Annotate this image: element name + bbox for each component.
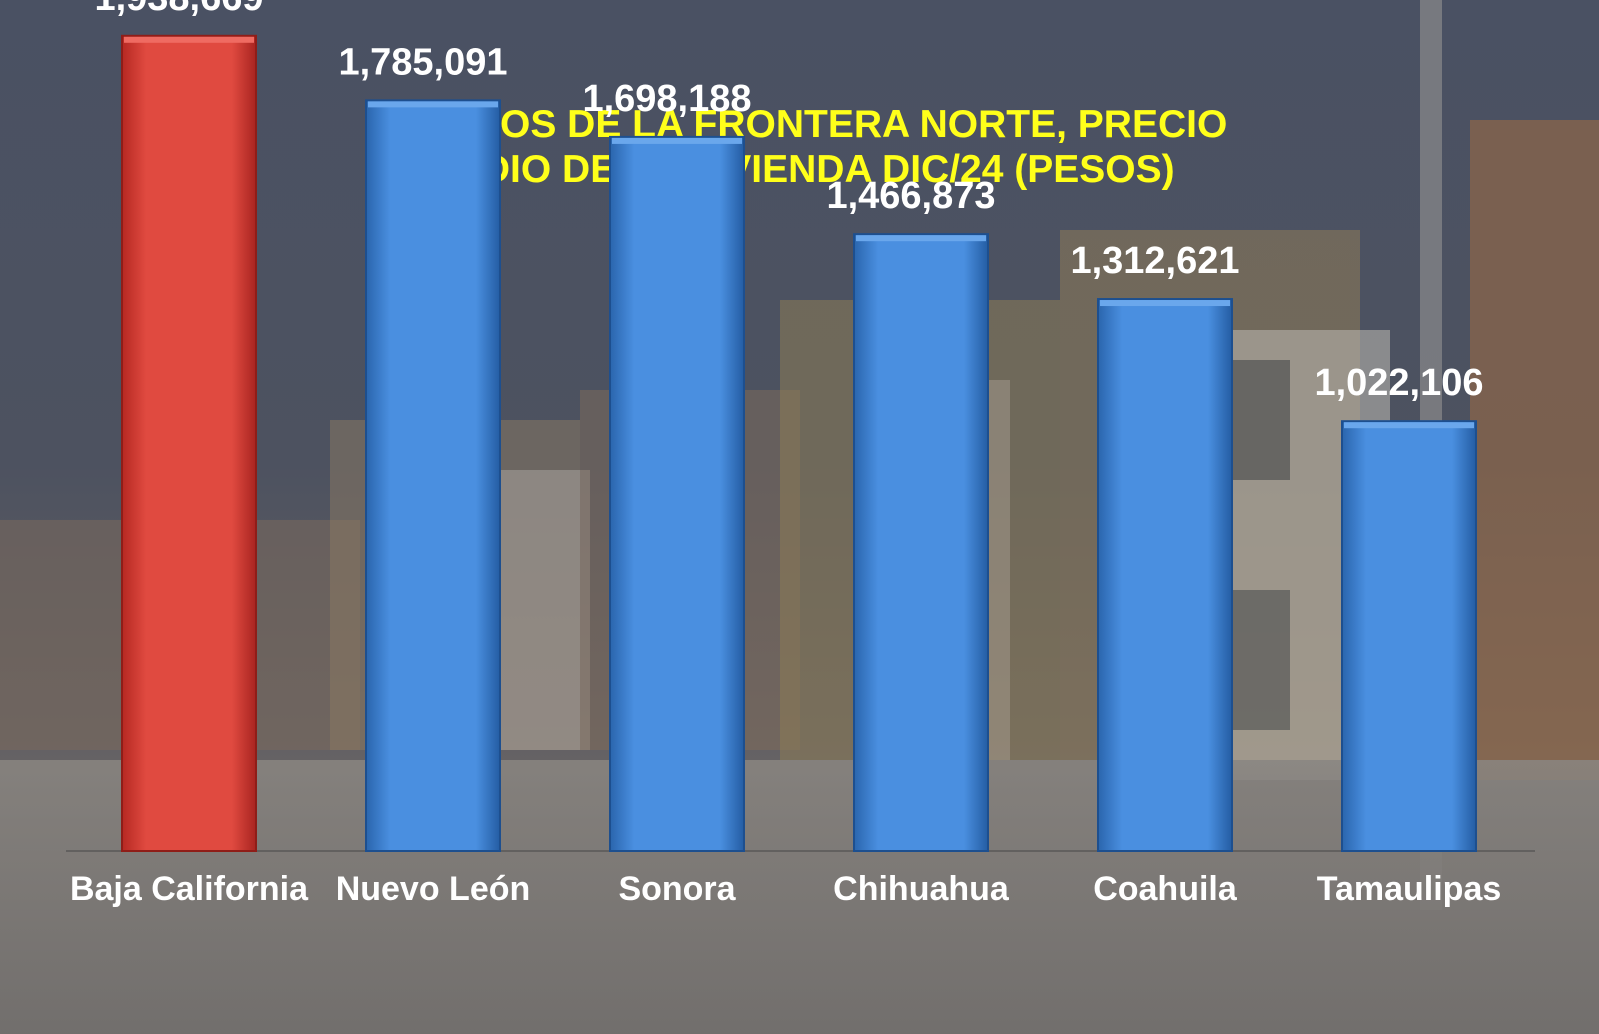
bar-bevel [368,101,498,108]
category-label: Coahuila [1093,870,1238,908]
category-label: Baja California [70,870,309,908]
bar-baja-california [121,34,257,853]
category-label: Chihuahua [833,870,1010,908]
value-label: 1,698,188 [582,78,751,120]
value-label: 1,785,091 [338,41,507,83]
category-label: Tamaulipas [1317,870,1502,908]
value-label: 1,022,106 [1314,362,1483,404]
bar-tamaulipas [1341,420,1477,852]
category-label: Sonora [618,870,736,908]
bar-group: 1,938,669 Baja California 1,785,091 Nuevo L… [70,0,1501,908]
bar-coahuila [1097,298,1233,853]
bar-bevel [1344,422,1474,429]
category-label: Nuevo León [336,870,531,908]
bar-sonora [609,135,745,853]
value-label: 1,312,621 [1070,240,1239,282]
bar-bevel [1100,300,1230,307]
bar-chihuahua [853,233,989,852]
chart-title-line-2: MEDIO DE LA VIVIENDA DIC/24 (PESOS) [423,148,1174,191]
bar-nuevo-león [365,99,501,852]
value-label: 1,938,669 [94,0,263,19]
bar-bevel [124,36,254,43]
bar-bevel [612,137,742,144]
value-label: 1,466,873 [826,175,995,217]
bar-bevel [856,235,986,242]
chart-title-line-1: ESTADOS DE LA FRONTERA NORTE, PRECIO [371,103,1228,146]
